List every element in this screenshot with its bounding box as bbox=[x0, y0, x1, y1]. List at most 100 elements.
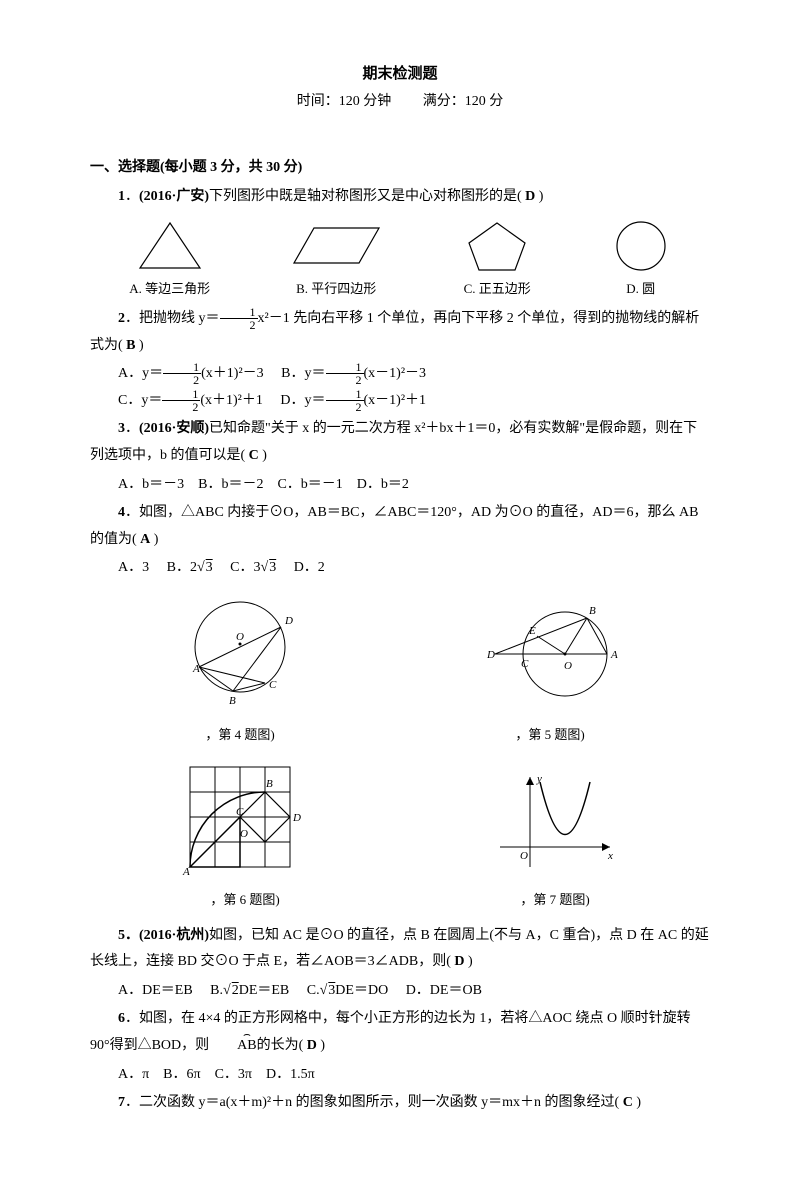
q3-opts: A．b＝－3 B．b＝－2 C．b＝－1 D．b＝2 bbox=[90, 472, 710, 499]
question-5: 5．(2016·杭州)如图，已知 AC 是⊙O 的直径，点 B 在圆周上(不与 … bbox=[90, 923, 710, 976]
svg-text:D: D bbox=[292, 812, 301, 824]
q6-text-b: 的长为( bbox=[257, 1038, 304, 1053]
score-label: 满分： bbox=[423, 94, 465, 109]
q6-text-a: 如图，在 4×4 的正方形网格中，每个小正方形的边长为 1，若将△AOC 绕点 … bbox=[90, 1011, 691, 1053]
figure-7-icon: x y O bbox=[490, 767, 620, 877]
q2-text-a: 把抛物线 y＝ bbox=[139, 311, 220, 326]
question-6: 6．如图，在 4×4 的正方形网格中，每个小正方形的边长为 1，若将△AOC 绕… bbox=[90, 1006, 710, 1059]
q4-optD: D．2 bbox=[294, 560, 325, 575]
svg-text:C: C bbox=[269, 679, 277, 691]
q3-num: 3 bbox=[118, 421, 125, 436]
q5-optD: D．DE＝OB bbox=[406, 983, 482, 998]
svg-text:C: C bbox=[236, 806, 244, 818]
q2-optB-a: B．y＝ bbox=[281, 366, 325, 381]
q1-shapes: A. 等边三角形 B. 平行四边形 C. 正五边形 D. 圆 bbox=[90, 218, 710, 302]
svg-text:D: D bbox=[486, 649, 495, 661]
shape-d-label: D. 圆 bbox=[626, 281, 655, 296]
q1-close: ) bbox=[539, 189, 544, 204]
figures-row-2: A C O B D ，第 6 题图) x y O ，第 7 题图) bbox=[90, 757, 710, 912]
q6-arc: AB bbox=[209, 1033, 256, 1060]
q2-close: ) bbox=[139, 338, 144, 353]
q5-optC-a: C. bbox=[307, 983, 320, 998]
q6-opts: A．π B．6π C．3π D．1.5π bbox=[90, 1062, 710, 1089]
q3-src: (2016·安顺) bbox=[139, 421, 209, 436]
figures-row-1: O D A B C ，第 4 题图) O A D C B bbox=[90, 592, 710, 747]
q7-close: ) bbox=[636, 1095, 641, 1110]
q2-num: 2 bbox=[118, 311, 125, 326]
figure-5-icon: O A D C B E bbox=[465, 592, 635, 712]
circle-icon bbox=[611, 218, 671, 273]
figure-4-icon: O D A B C bbox=[165, 592, 315, 712]
page-title: 期末检测题 bbox=[90, 60, 710, 89]
q6-ans: D bbox=[307, 1038, 317, 1053]
q2-optB-b: (x－1)²－3 bbox=[364, 366, 427, 381]
time-label: 时间： bbox=[297, 94, 339, 109]
figure-4: O D A B C ，第 4 题图) bbox=[165, 592, 315, 747]
parallelogram-icon bbox=[289, 218, 384, 273]
q1-src: (2016·广安) bbox=[139, 189, 209, 204]
q5-optC-c: DE＝DO bbox=[335, 983, 388, 998]
q3-ans: C bbox=[249, 448, 259, 463]
pentagon-icon bbox=[462, 218, 532, 273]
time-value: 120 分钟 bbox=[339, 94, 392, 109]
svg-text:A: A bbox=[610, 649, 618, 661]
q1-ans: D bbox=[525, 189, 535, 204]
q4-opts: A．3 B．2√3 C．3√3 D．2 bbox=[90, 555, 710, 582]
q4-num: 4 bbox=[118, 505, 125, 520]
figure-4-caption: ，第 4 题图) bbox=[165, 723, 315, 748]
svg-text:x: x bbox=[607, 850, 613, 862]
q7-num: 7 bbox=[118, 1095, 125, 1110]
page-subtitle: 时间：120 分钟 满分：120 分 bbox=[90, 89, 710, 116]
question-7: 7．二次函数 y＝a(x＋m)²＋n 的图象如图所示，则一次函数 y＝mx＋n … bbox=[90, 1090, 710, 1117]
shape-a-label: A. 等边三角形 bbox=[129, 281, 210, 296]
q7-ans: C bbox=[623, 1095, 633, 1110]
q2-opts-2: C．y＝12(x＋1)²＋1 D．y＝12(x－1)²＋1 bbox=[90, 388, 710, 415]
q5-num: 5 bbox=[118, 928, 125, 943]
q2-optD-b: (x－1)²＋1 bbox=[364, 393, 427, 408]
triangle-icon bbox=[135, 218, 205, 273]
figure-7: x y O ，第 7 题图) bbox=[490, 767, 620, 912]
q1-num: 1 bbox=[118, 189, 125, 204]
q5-close: ) bbox=[468, 954, 473, 969]
svg-text:E: E bbox=[528, 625, 536, 637]
shape-c-label: C. 正五边形 bbox=[464, 281, 531, 296]
svg-text:O: O bbox=[520, 850, 528, 862]
q4-text: 如图，△ABC 内接于⊙O，AB＝BC，∠ABC＝120°，AD 为⊙O 的直径… bbox=[90, 505, 698, 547]
svg-text:C: C bbox=[521, 658, 529, 670]
q5-optA: A．DE＝EB bbox=[118, 983, 193, 998]
figure-6: A C O B D ，第 6 题图) bbox=[180, 757, 310, 912]
shape-parallelogram: B. 平行四边形 bbox=[289, 218, 384, 302]
q5-src: ．(2016·杭州) bbox=[125, 928, 209, 943]
q2-opts-1: A．y＝12(x＋1)²－3 B．y＝12(x－1)²－3 bbox=[90, 361, 710, 388]
section-heading: 一、选择题(每小题 3 分，共 30 分) bbox=[90, 155, 710, 182]
q5-optB-c: DE＝EB bbox=[239, 983, 290, 998]
q2-optD-a: D．y＝ bbox=[280, 393, 325, 408]
svg-text:D: D bbox=[284, 615, 293, 627]
q4-optA: A．3 bbox=[118, 560, 149, 575]
q4-optB-a: B．2 bbox=[167, 560, 197, 575]
q4-close: ) bbox=[154, 532, 159, 547]
figure-6-caption: ，第 6 题图) bbox=[180, 888, 310, 913]
svg-text:O: O bbox=[240, 828, 248, 840]
q2-optA-a: A．y＝ bbox=[118, 366, 163, 381]
question-3: 3．(2016·安顺)已知命题"关于 x 的一元二次方程 x²＋bx＋1＝0，必… bbox=[90, 416, 710, 469]
svg-text:A: A bbox=[192, 663, 200, 675]
svg-text:O: O bbox=[236, 631, 244, 643]
q6-close: ) bbox=[320, 1038, 325, 1053]
score-value: 120 分 bbox=[465, 94, 504, 109]
q2-optA-b: (x＋1)²－3 bbox=[201, 366, 264, 381]
figure-7-caption: ，第 7 题图) bbox=[490, 888, 620, 913]
shape-circle: D. 圆 bbox=[611, 218, 671, 302]
svg-text:A: A bbox=[182, 866, 190, 877]
q5-optB-b: 2 bbox=[231, 983, 239, 998]
figure-6-icon: A C O B D bbox=[180, 757, 310, 877]
q7-text: 二次函数 y＝a(x＋m)²＋n 的图象如图所示，则一次函数 y＝mx＋n 的图… bbox=[139, 1095, 619, 1110]
q6-num: 6 bbox=[118, 1011, 125, 1026]
q4-optC-a: C．3 bbox=[230, 560, 260, 575]
svg-text:B: B bbox=[589, 605, 596, 617]
question-2: 2．把抛物线 y＝12x²－1 先向右平移 1 个单位，再向下平移 2 个单位，… bbox=[90, 306, 710, 359]
question-1: 1．(2016·广安)下列图形中既是轴对称图形又是中心对称图形的是( D ) bbox=[90, 184, 710, 211]
shape-b-label: B. 平行四边形 bbox=[296, 281, 376, 296]
q5-ans: D bbox=[454, 954, 464, 969]
q3-close: ) bbox=[262, 448, 267, 463]
